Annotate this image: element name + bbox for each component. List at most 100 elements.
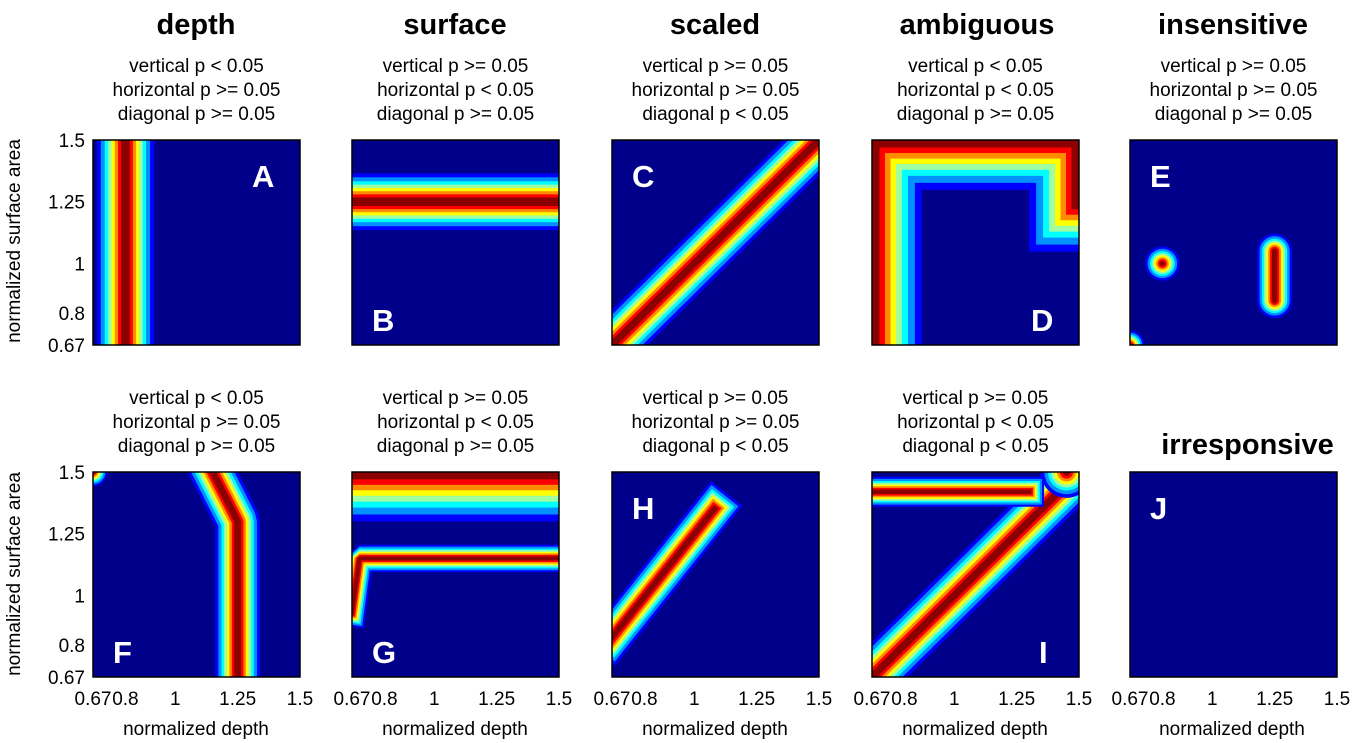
y-axis-label-top: normalized surface area: [4, 139, 25, 343]
y-tick-A-3: 0.8: [59, 304, 85, 325]
x-tick-H-2: 1: [689, 689, 700, 710]
x-tick-G-0: 0.67: [334, 689, 371, 710]
x-tick-G-3: 1.25: [478, 689, 515, 710]
y-tick-A-1: 1.25: [48, 193, 85, 214]
panel-G-heat: [352, 472, 559, 629]
stat-line-D-2: diagonal p >= 0.05: [897, 104, 1054, 125]
x-axis-label-4: normalized depth: [902, 719, 1048, 740]
x-tick-F-2: 1: [170, 689, 181, 710]
stat-line-A-1: horizontal p >= 0.05: [113, 80, 281, 101]
stat-line-A-2: diagonal p >= 0.05: [118, 104, 275, 125]
panel-I-frame: [871, 471, 1080, 678]
panel-A-frame: [92, 139, 301, 346]
panel-D-frame: [871, 139, 1080, 346]
panel-B-heat: [352, 173, 559, 231]
panel-B-frame: [351, 139, 560, 346]
heat-feature-H-0: [612, 481, 743, 666]
x-tick-J-4: 1.5: [1324, 689, 1350, 710]
column-title-surface: surface: [403, 9, 506, 41]
column-title-scaled: scaled: [670, 9, 760, 41]
y-tick-A-2: 1: [74, 254, 85, 275]
x-tick-H-4: 1.5: [806, 689, 832, 710]
panel-label-D: D: [1031, 303, 1053, 338]
panel-I-heat: [872, 472, 1079, 677]
heat-feature-E-2: [1130, 330, 1145, 345]
panel-F-frame: [92, 471, 301, 678]
stat-line-F-0: vertical p < 0.05: [129, 388, 264, 409]
panel-H-heat: [612, 481, 743, 666]
stat-line-G-0: vertical p >= 0.05: [383, 388, 529, 409]
stat-line-F-1: horizontal p >= 0.05: [113, 412, 281, 433]
panel-G-frame: [351, 471, 560, 678]
stat-line-H-1: horizontal p >= 0.05: [632, 412, 800, 433]
stat-line-C-0: vertical p >= 0.05: [643, 56, 789, 77]
stat-line-C-1: horizontal p >= 0.05: [632, 80, 800, 101]
heat-feature-F-0: [93, 472, 108, 487]
panel-title-J: irresponsive: [1161, 429, 1333, 461]
x-tick-I-3: 1.25: [998, 689, 1035, 710]
x-tick-F-1: 0.8: [112, 689, 138, 710]
stat-line-H-0: vertical p >= 0.05: [643, 388, 789, 409]
x-tick-F-3: 1.25: [219, 689, 256, 710]
stat-line-D-0: vertical p < 0.05: [908, 56, 1043, 77]
x-tick-G-2: 1: [429, 689, 440, 710]
panel-A-heat: [96, 140, 155, 345]
panel-label-H: H: [632, 491, 654, 526]
panel-label-G: G: [372, 635, 396, 670]
panel-J-frame: [1129, 471, 1338, 678]
stat-line-A-0: vertical p < 0.05: [129, 56, 264, 77]
y-tick-F-3: 0.8: [59, 636, 85, 657]
y-axis-label-bottom: normalized surface area: [4, 472, 25, 676]
stat-line-E-0: vertical p >= 0.05: [1161, 56, 1307, 77]
y-tick-F-4: 0.67: [48, 668, 85, 689]
stat-line-C-2: diagonal p < 0.05: [642, 104, 788, 125]
heat-feature-I-0: [872, 472, 1079, 677]
stat-line-I-0: vertical p >= 0.05: [903, 388, 1049, 409]
x-tick-H-0: 0.67: [594, 689, 631, 710]
x-tick-F-0: 0.67: [75, 689, 112, 710]
y-tick-A-0: 1.5: [59, 131, 85, 152]
x-tick-I-2: 1: [949, 689, 960, 710]
column-title-ambiguous: ambiguous: [900, 9, 1055, 41]
x-axis-label-5: normalized depth: [1159, 719, 1305, 740]
x-tick-I-1: 0.8: [891, 689, 917, 710]
heat-feature-E-0: [1145, 246, 1180, 281]
stat-line-F-2: diagonal p >= 0.05: [118, 436, 275, 457]
x-tick-J-3: 1.25: [1256, 689, 1293, 710]
stat-line-G-2: diagonal p >= 0.05: [377, 436, 534, 457]
heat-feature-G-0: [352, 472, 559, 522]
x-tick-F-4: 1.5: [287, 689, 313, 710]
y-tick-F-1: 1.25: [48, 525, 85, 546]
panel-E-frame: [1129, 139, 1338, 346]
panel-label-A: A: [252, 159, 274, 194]
x-tick-J-0: 0.67: [1112, 689, 1149, 710]
stat-line-I-1: horizontal p < 0.05: [897, 412, 1054, 433]
x-tick-H-3: 1.25: [738, 689, 775, 710]
x-tick-J-1: 0.8: [1149, 689, 1175, 710]
panel-label-E: E: [1150, 159, 1171, 194]
stat-line-H-2: diagonal p < 0.05: [642, 436, 788, 457]
panel-C-frame: [611, 139, 820, 346]
heat-feature-F-1: [187, 472, 261, 677]
stat-line-G-1: horizontal p < 0.05: [377, 412, 534, 433]
y-tick-A-4: 0.67: [48, 336, 85, 357]
heat-feature-B-0: [352, 173, 559, 231]
panel-label-I: I: [1039, 635, 1048, 670]
panel-E-heat: [1130, 233, 1293, 345]
x-tick-I-0: 0.67: [854, 689, 891, 710]
y-tick-F-0: 1.5: [59, 463, 85, 484]
panel-label-J: J: [1150, 491, 1167, 526]
x-axis-label-1: normalized depth: [123, 719, 269, 740]
panel-F-heat: [93, 472, 261, 677]
x-axis-label-3: normalized depth: [642, 719, 788, 740]
x-tick-G-1: 0.8: [371, 689, 397, 710]
panel-C-heat: [612, 140, 819, 345]
heat-feature-I-2: [1040, 472, 1079, 498]
